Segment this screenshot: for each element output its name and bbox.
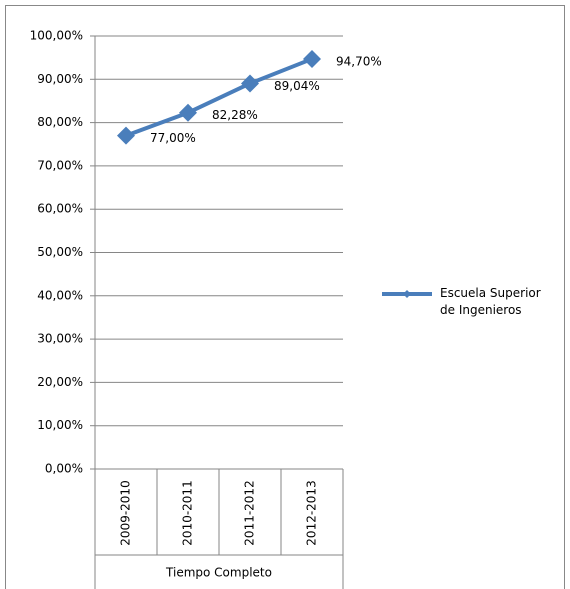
data-label: 77,00% [150,131,196,145]
y-tick-label: 0,00% [45,462,83,476]
y-tick-label: 60,00% [37,202,83,216]
data-label: 82,28% [212,108,258,122]
legend-marker [403,290,411,298]
point-marker [303,49,321,68]
data-label: 89,04% [274,79,320,93]
chart-frame [5,5,565,589]
x-tick-label: 2010-2011 [181,480,195,545]
y-tick-label: 90,00% [37,72,83,86]
point-marker [179,103,197,122]
data-label: 94,70% [336,54,382,68]
x-axis-title: Tiempo Completo [165,566,272,580]
y-tick-label: 30,00% [37,332,83,346]
legend-label: Escuela Superior de Ingenieros [440,286,541,317]
point-marker [117,126,135,145]
y-tick-label: 50,00% [37,245,83,259]
x-tick-label: 2009-2010 [119,480,133,545]
y-tick-label: 80,00% [37,115,83,129]
y-tick-label: 70,00% [37,158,83,172]
x-tick-label: 2012-2013 [305,480,319,545]
series-line [125,57,313,138]
x-tick-label: 2011-2012 [243,480,257,545]
y-tick-label: 10,00% [37,418,83,432]
point-marker [241,74,259,93]
y-tick-label: 20,00% [37,375,83,389]
y-tick-label: 40,00% [37,288,83,302]
y-tick-label: 100,00% [30,29,83,43]
